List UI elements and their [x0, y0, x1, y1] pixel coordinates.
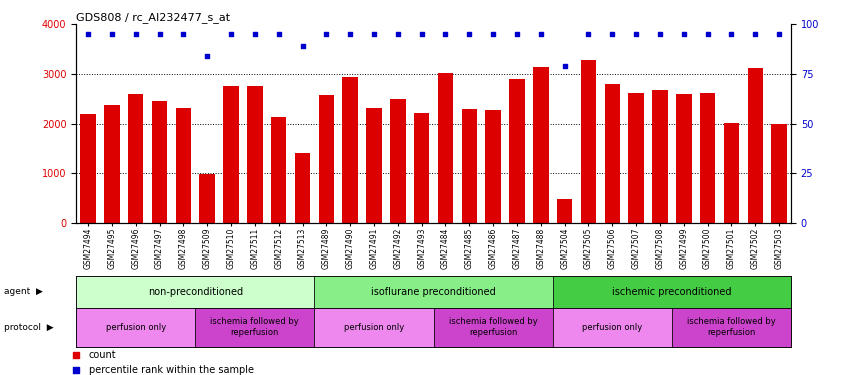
Text: perfusion only: perfusion only [582, 322, 642, 332]
Bar [366, 108, 382, 223]
Bar [486, 110, 501, 223]
Point [463, 32, 476, 38]
Text: ischemia followed by
reperfusion: ischemia followed by reperfusion [687, 318, 776, 337]
Bar [414, 113, 430, 223]
Point [177, 32, 190, 38]
Point [391, 32, 404, 38]
Bar [294, 153, 310, 223]
Point [677, 32, 690, 38]
Bar [76, 276, 315, 308]
Bar [434, 308, 552, 347]
Bar [390, 99, 405, 223]
Bar [672, 308, 791, 347]
Text: ischemia followed by
reperfusion: ischemia followed by reperfusion [211, 318, 299, 337]
Point [772, 32, 786, 38]
Bar [772, 124, 787, 223]
Text: count: count [89, 350, 117, 360]
Bar [80, 114, 96, 223]
Bar [509, 79, 525, 223]
Point [653, 32, 667, 38]
Point [320, 32, 333, 38]
Point [749, 32, 762, 38]
Text: perfusion only: perfusion only [106, 322, 166, 332]
Point [105, 32, 118, 38]
Point [153, 32, 167, 38]
Point [367, 32, 381, 38]
Text: ischemia followed by
reperfusion: ischemia followed by reperfusion [448, 318, 537, 337]
Bar [557, 199, 573, 223]
Point [224, 32, 238, 38]
Point [629, 32, 643, 38]
Text: ischemic preconditioned: ischemic preconditioned [613, 286, 732, 297]
Text: non-preconditioned: non-preconditioned [148, 286, 243, 297]
Point [510, 32, 524, 38]
Bar [462, 110, 477, 223]
Bar [748, 68, 763, 223]
Bar [195, 308, 315, 347]
Bar [437, 73, 453, 223]
Bar [176, 108, 191, 223]
Bar [315, 308, 434, 347]
Bar [700, 93, 716, 223]
Bar [552, 276, 791, 308]
Point [415, 32, 428, 38]
Bar [580, 60, 596, 223]
Text: perfusion only: perfusion only [343, 322, 404, 332]
Bar [343, 77, 358, 223]
Bar [652, 90, 667, 223]
Point [534, 32, 547, 38]
Point [343, 32, 357, 38]
Point [606, 32, 619, 38]
Bar [552, 308, 672, 347]
Point [486, 32, 500, 38]
Bar [151, 101, 168, 223]
Point [81, 32, 95, 38]
Bar [315, 276, 552, 308]
Bar [676, 94, 691, 223]
Bar [533, 67, 548, 223]
Point [129, 32, 142, 38]
Point [201, 53, 214, 59]
Bar [104, 105, 119, 223]
Point [272, 32, 285, 38]
Text: protocol  ▶: protocol ▶ [4, 322, 54, 332]
Text: isoflurane preconditioned: isoflurane preconditioned [371, 286, 496, 297]
Bar [76, 308, 195, 347]
Bar [723, 123, 739, 223]
Bar [128, 94, 144, 223]
Point [296, 43, 310, 49]
Point [439, 32, 453, 38]
Point [700, 32, 714, 38]
Point [558, 63, 571, 69]
Point [248, 32, 261, 38]
Point [725, 32, 739, 38]
Text: GDS808 / rc_AI232477_s_at: GDS808 / rc_AI232477_s_at [76, 12, 230, 23]
Bar [247, 87, 262, 223]
Bar [605, 84, 620, 223]
Text: agent  ▶: agent ▶ [4, 287, 43, 296]
Point [582, 32, 596, 38]
Bar [223, 86, 239, 223]
Bar [629, 93, 644, 223]
Bar [200, 174, 215, 223]
Bar [319, 95, 334, 223]
Text: percentile rank within the sample: percentile rank within the sample [89, 365, 254, 375]
Bar [271, 117, 287, 223]
